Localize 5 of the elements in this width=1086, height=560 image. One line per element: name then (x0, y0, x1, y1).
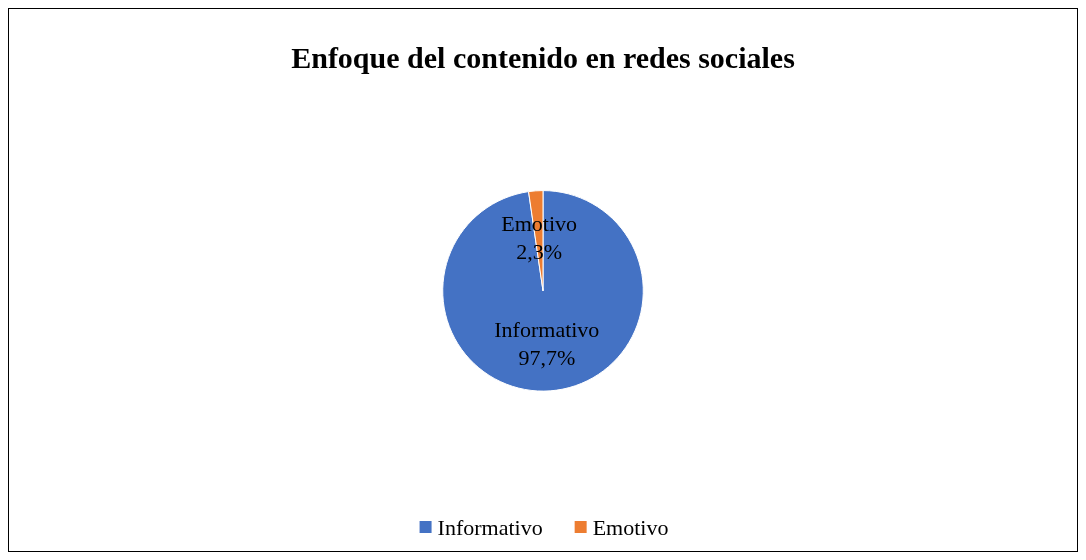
data-label: 97,7% (518, 345, 576, 371)
slice-label: Informativo (494, 317, 600, 343)
chart-title: Enfoque del contenido en redes sociales (291, 40, 795, 74)
legend-label: Informativo (437, 514, 543, 540)
legend-label: Emotivo (592, 514, 669, 540)
